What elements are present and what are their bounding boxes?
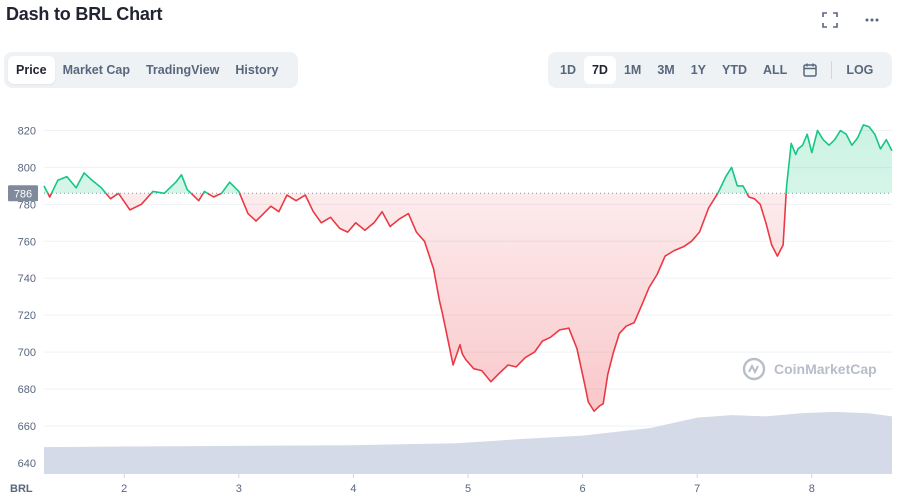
range-7d[interactable]: 7D [583, 56, 616, 84]
x-tick-label: 7 [694, 483, 700, 495]
x-tick-label: 2 [121, 483, 127, 495]
top-actions [820, 10, 882, 30]
tab-market-cap[interactable]: Market Cap [62, 63, 130, 77]
view-tabs: Price Market Cap TradingView History [4, 52, 298, 88]
price-line [43, 124, 893, 412]
tab-tradingview[interactable]: TradingView [145, 63, 220, 77]
more-icon[interactable] [862, 10, 882, 30]
range-1y[interactable]: 1Y [690, 63, 707, 77]
fill-above-reference [44, 124, 892, 194]
x-tick-label: 5 [465, 483, 471, 495]
watermark-text: CoinMarketCap [774, 361, 877, 377]
current-price-label: 786 [14, 188, 32, 200]
y-tick-label: 740 [18, 273, 36, 285]
y-tick-label: 640 [18, 458, 36, 470]
current-price-box [8, 185, 38, 202]
price-fill [44, 124, 892, 412]
calendar-icon[interactable] [795, 56, 825, 84]
x-tick-label: 8 [809, 483, 815, 495]
price-line-below [46, 193, 787, 412]
range-ytd[interactable]: YTD [722, 63, 748, 77]
y-unit-label: BRL [10, 483, 33, 495]
fill-below-reference [47, 193, 787, 412]
watermark: CoinMarketCap [742, 357, 877, 381]
fullscreen-icon[interactable] [820, 10, 840, 30]
volume-series [44, 411, 892, 474]
x-tick-label: 3 [236, 483, 242, 495]
x-tick-label: 4 [350, 483, 356, 495]
range-1d[interactable]: 1D [560, 63, 576, 77]
range-all[interactable]: ALL [763, 63, 788, 77]
y-tick-label: 800 [18, 162, 36, 174]
current-price-marker: 786 [8, 185, 38, 202]
y-tick-label: 700 [18, 347, 36, 359]
x-tick-label: 6 [580, 483, 586, 495]
y-tick-label: 780 [18, 199, 36, 211]
y-tick-label: 680 [18, 384, 36, 396]
tab-price[interactable]: Price [8, 56, 55, 84]
coinmarketcap-logo-icon [742, 357, 766, 381]
y-tick-label: 760 [18, 236, 36, 248]
y-tick-label: 820 [18, 125, 36, 137]
y-tick-label: 720 [18, 310, 36, 322]
range-3m[interactable]: 3M [657, 63, 675, 77]
volume-area [44, 411, 892, 474]
page-title: Dash to BRL Chart [6, 4, 163, 24]
y-axis-ticks: 640 660 680 700 720 740 760 780 800 820 [18, 125, 36, 469]
divider [831, 61, 833, 79]
y-tick-label: 660 [18, 421, 36, 433]
price-line-above [43, 124, 893, 194]
x-axis-ticks: BRL 2 3 4 5 6 7 8 [10, 474, 815, 495]
range-1m[interactable]: 1M [623, 63, 642, 77]
tab-history[interactable]: History [235, 63, 279, 77]
time-range-selector: 1D 7D 1M 3M 1Y YTD ALL LOG [548, 52, 892, 88]
log-scale-toggle[interactable]: LOG [846, 63, 874, 77]
